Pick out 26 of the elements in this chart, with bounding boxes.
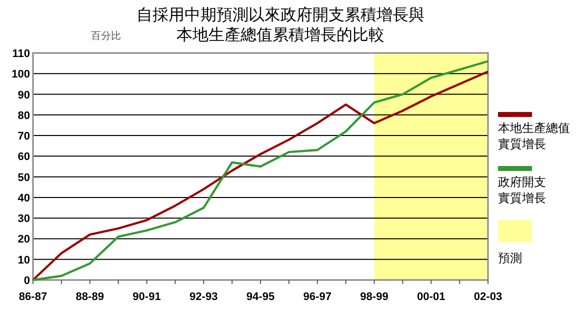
x-tick-label: 88-89 (76, 291, 104, 303)
x-tick-label: 02-03 (474, 291, 502, 303)
y-tick-label: 90 (18, 89, 30, 102)
x-tick-label: 00-01 (417, 291, 446, 303)
band-label: 預測 (498, 251, 522, 265)
y-tick-label: 30 (18, 213, 30, 226)
x-tick-label: 90-91 (132, 291, 161, 303)
y-tick-label: 60 (18, 151, 30, 164)
y-tick-label: 40 (18, 192, 30, 204)
y-axis-title: 百分比 (91, 30, 121, 42)
x-tick-label: 92-93 (190, 291, 218, 303)
y-tick-label: 80 (18, 110, 30, 122)
legend-label: 本地生產總值實質增長 (498, 121, 570, 151)
y-tick-label: 10 (18, 254, 30, 266)
y-tick-label: 70 (18, 130, 30, 143)
y-tick-label: 20 (18, 234, 30, 246)
x-tick-label: 86-87 (18, 291, 48, 303)
legend-label: 政府開支實質增長 (498, 175, 546, 205)
y-tick-label: 0 (24, 275, 30, 287)
y-tick-label: 110 (12, 48, 30, 60)
x-tick-label: 98-99 (360, 291, 388, 303)
y-tick-label: 100 (12, 68, 30, 81)
y-tick-label: 50 (18, 172, 30, 184)
chart-title: 自採用中期預測以來政府開支累積增長與本地生產總值累積增長的比較 (136, 5, 424, 44)
x-tick-label: 96-97 (303, 291, 332, 303)
x-tick-label: 94-95 (246, 291, 275, 303)
